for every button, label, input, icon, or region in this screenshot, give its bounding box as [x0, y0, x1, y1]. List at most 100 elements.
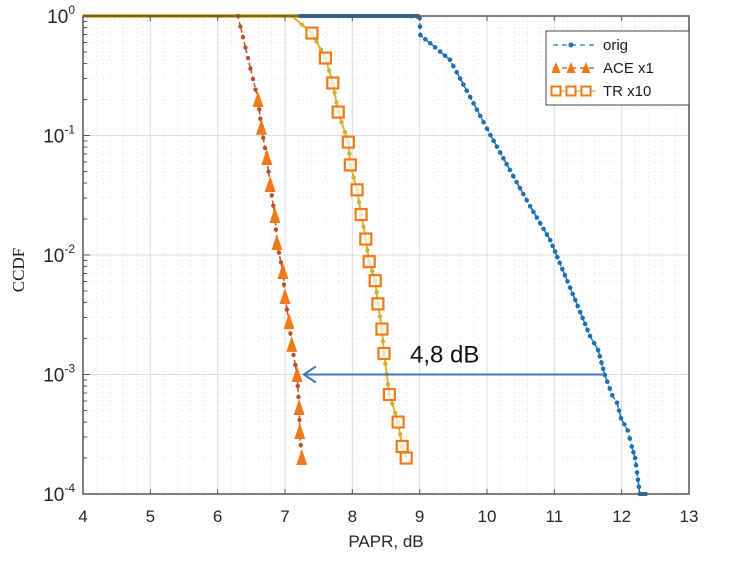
series-tr-x10-marker [343, 158, 357, 172]
series-orig-point [599, 360, 604, 365]
legend-dot-icon [568, 42, 574, 48]
legend-square-icon [565, 85, 577, 97]
series-orig-point [607, 386, 613, 391]
legend-triangle-icon [566, 62, 576, 73]
series-tr-x10-marker [377, 346, 391, 361]
legend-triangle-icon [581, 62, 591, 73]
series-ace-x1-point-dot [296, 394, 301, 400]
y-tick-exponent: 0 [68, 3, 75, 17]
series-ace-x1-point-dot [248, 66, 253, 71]
series-ace-x1-point-dot [266, 169, 271, 174]
annotation-arrow: 4,8 dB [302, 342, 605, 384]
legend-item-ace-x1: ACE x1 [551, 60, 654, 77]
series-ace-x1-point-dot [278, 260, 284, 265]
series-tr-x10-marker [395, 439, 409, 454]
series-orig-point [632, 455, 638, 461]
y-tick-label: 100 [47, 3, 75, 28]
x-tick-label: 10 [478, 507, 497, 526]
series-orig-point [451, 63, 456, 69]
series-orig-point [488, 132, 493, 138]
legend-item-tr-x10: TR x10 [550, 83, 651, 100]
y-tick-base: 10 [43, 485, 64, 506]
series-orig-point [557, 260, 563, 266]
series-ace-x1-marker [286, 335, 298, 352]
series-orig-point [636, 484, 642, 490]
series-ace-x1-point-dot [297, 417, 302, 423]
series-orig-point [565, 279, 570, 284]
series-orig-point [614, 400, 620, 406]
series-orig-point [575, 303, 580, 309]
series-tr-x10-marker [375, 322, 389, 336]
x-axis-title: PAPR, dB [348, 532, 423, 551]
series-orig-point [585, 327, 590, 333]
series-tr-x10-point-dot [314, 39, 319, 44]
series-ace-x1-marker [269, 207, 281, 224]
series-orig-point [474, 107, 480, 112]
series-orig-point [471, 101, 476, 106]
series-ace-x1-marker [252, 91, 264, 108]
series-orig-point [514, 179, 519, 185]
series-orig-point [447, 57, 453, 63]
y-tick-label: 10-1 [43, 123, 75, 148]
series-orig-point [629, 444, 635, 449]
series-ace-x1-point-dot [240, 34, 246, 40]
series-tr-x10-point-dot [385, 382, 391, 387]
series-orig-point [597, 354, 603, 359]
series-tr-x10-point-dot [318, 47, 324, 52]
series-orig-point [625, 428, 631, 433]
series-tr-x10-marker [399, 451, 413, 465]
series-orig-point [618, 416, 624, 421]
series-orig-point [627, 436, 633, 441]
series-tr-x10-point-dot [351, 175, 356, 180]
series-tr-x10-marker [368, 274, 382, 288]
series-orig-point [591, 340, 597, 346]
series-ace-x1-marker [255, 118, 267, 135]
series-ace-x1-point-dot [269, 193, 274, 198]
series-tr-x10-point-dot [326, 68, 332, 73]
series-orig-point [572, 297, 578, 303]
legend-label: TR x10 [603, 83, 651, 100]
series-orig-point [544, 232, 550, 237]
series-ace-x1-marker [271, 234, 283, 251]
series-ace-x1-point-dot [298, 442, 304, 448]
series-orig-point [582, 321, 588, 327]
series-tr-x10-marker [341, 135, 355, 149]
series-ace-x1-point-dot [281, 282, 287, 287]
series-orig-point [422, 36, 428, 42]
series-ace-x1-marker [264, 176, 276, 193]
y-tick-base: 10 [43, 366, 64, 387]
series-orig-point [524, 197, 530, 203]
x-tick-label: 8 [348, 507, 357, 526]
series-tr-x10-marker [305, 26, 319, 40]
x-tick-label: 12 [612, 507, 631, 526]
series-orig-point [461, 82, 466, 87]
arrow-head-icon [302, 365, 317, 384]
series-orig-point [418, 32, 423, 38]
series-orig-point [547, 237, 553, 243]
x-tick-label: 5 [146, 507, 155, 526]
x-tick-label: 13 [680, 507, 699, 526]
series-orig-point [634, 470, 640, 475]
series-ace-x1-point-dot [276, 250, 282, 255]
series-orig-point [595, 347, 601, 353]
series-ace-x1-point-dot [256, 107, 262, 112]
series-tr-x10-marker [371, 297, 385, 311]
series-tr-x10-point-dot [369, 268, 375, 274]
series-orig-point [534, 215, 540, 220]
series-orig-point [427, 40, 433, 46]
series-ace-x1-marker [261, 149, 273, 166]
y-tick-exponent: -3 [64, 362, 75, 376]
annotation-label: 4,8 dB [410, 342, 479, 369]
series-orig-point [531, 209, 536, 215]
series-ace-x1-point-dot [288, 331, 293, 336]
series-orig-point [484, 126, 490, 131]
series-orig-point [570, 291, 575, 297]
series-orig-point [537, 220, 543, 226]
series-tr-x10-point-dot [339, 119, 344, 125]
series-orig-point [477, 113, 483, 119]
series-orig-point [481, 120, 486, 125]
series-ace-x1-point-dot [291, 352, 296, 358]
x-tick-label: 4 [78, 507, 87, 526]
series-ace-x1-marker [293, 398, 305, 415]
